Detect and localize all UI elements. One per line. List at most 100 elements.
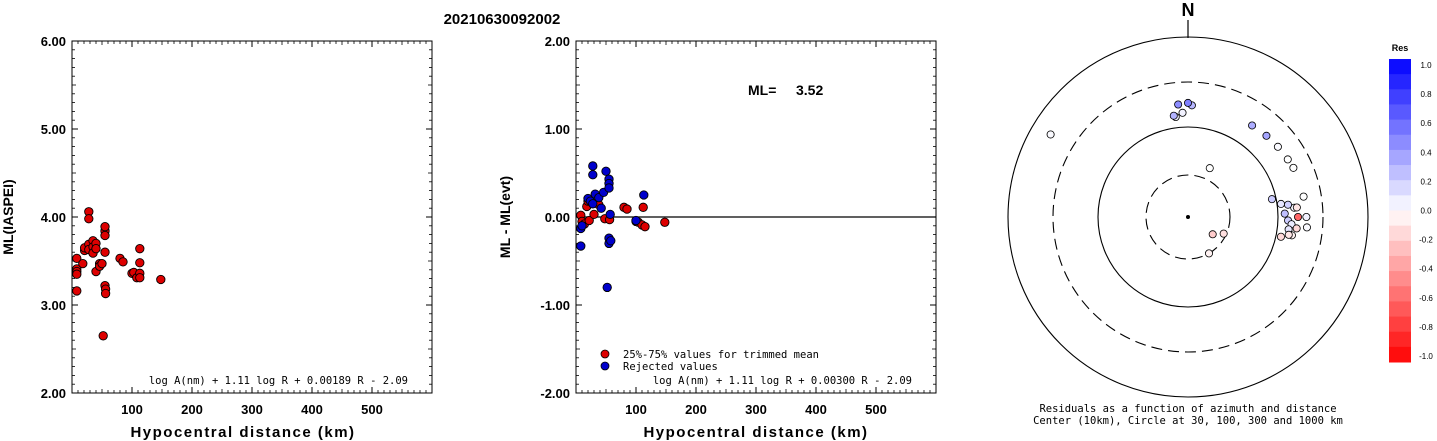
y-tick-label: 2.00 (545, 34, 570, 49)
colorbar-tick-label: -1.0 (1419, 352, 1433, 361)
colorbar-tick-label: 1.0 (1420, 61, 1432, 70)
y-tick-label: 3.00 (41, 298, 66, 313)
colorbar-swatch (1389, 255, 1411, 272)
y-tick-label: -1.00 (540, 298, 570, 313)
data-point (638, 202, 648, 212)
station-residual-point (1276, 232, 1285, 241)
station-residual-point (1262, 131, 1271, 140)
colorbar-swatch (1389, 346, 1411, 363)
station-residual-point (1273, 142, 1282, 151)
polar-caption-line-2: Center (10km), Circle at 30, 100, 300 an… (1033, 415, 1343, 427)
ml-plot-frame (71, 40, 433, 394)
y-tick-label: -2.00 (540, 386, 570, 401)
colorbar-tick-label: 0.4 (1420, 148, 1432, 157)
data-point (72, 269, 82, 279)
station-residual-point (1283, 200, 1292, 209)
x-tick-label: 400 (805, 402, 827, 417)
data-point (84, 214, 94, 224)
x-tick-label: 300 (745, 402, 767, 417)
x-tick-label: 400 (301, 402, 323, 417)
colorbar-swatch (1389, 271, 1411, 287)
colorbar-tick-label: -0.4 (1419, 265, 1433, 274)
station-residual-point (1178, 108, 1187, 117)
colorbar-swatch (1389, 165, 1411, 181)
residual-colorbar: Res 1.0 0.8 0.6 0.4 0.2 0.0 -0.2 -0.4 -0.6 -0.8 -1… (1389, 43, 1433, 363)
colorbar-swatch (1389, 316, 1411, 333)
azimuth-residual-panel: N Residuals as a function of azimuth and… (1007, 0, 1369, 427)
colorbar-tick-label: 0.0 (1420, 207, 1432, 216)
colorbar-tick-label: -0.2 (1419, 236, 1433, 245)
station-residual-point (1292, 203, 1301, 212)
colorbar-swatch (1389, 240, 1411, 257)
colorbar-swatch (1389, 149, 1411, 166)
station-residual-point (1184, 98, 1193, 107)
data-point (602, 282, 612, 293)
station-residual-point (1299, 192, 1308, 201)
distance-ring (1145, 174, 1231, 260)
station-residual-point (1169, 111, 1178, 120)
data-point (588, 170, 598, 180)
station-residual-point (1294, 212, 1303, 221)
data-point (640, 222, 650, 232)
colorbar-swatch (1389, 210, 1411, 227)
data-point (91, 244, 101, 254)
data-point (135, 258, 145, 268)
colorbar-swatch (1389, 301, 1411, 318)
colorbar-swatch (1389, 89, 1411, 105)
polar-caption-line-1: Residuals as a function of azimuth and d… (1039, 403, 1336, 415)
colorbar-swatch (1389, 180, 1411, 196)
x-tick-label: 200 (181, 402, 203, 417)
station-residual-point (1302, 223, 1311, 232)
colorbar-swatch (1389, 104, 1411, 121)
ml-x-axis-label: Hypocentral distance (km) (130, 424, 355, 441)
distance-ring (1052, 81, 1324, 353)
station-residual-point (1302, 212, 1311, 221)
colorbar-swatch (1389, 331, 1411, 348)
station-residual-point (1208, 230, 1217, 239)
epicenter-marker (1186, 215, 1190, 219)
y-tick-label: 2.00 (41, 386, 66, 401)
station-residual-point (1280, 209, 1289, 218)
station-residual-point (1174, 100, 1183, 109)
ml-y-axis-label: ML(IASPEI) (0, 179, 16, 254)
colorbar-swatch (1389, 134, 1411, 151)
data-point (100, 247, 110, 257)
data-point (588, 161, 598, 171)
data-point (135, 273, 145, 283)
station-residual-point (1046, 130, 1055, 139)
colorbar-tick-label: 0.6 (1420, 119, 1432, 128)
station-residual-point (1267, 195, 1276, 204)
station-residual-point (1276, 199, 1285, 208)
event-ml-label: ML= (748, 82, 776, 98)
data-point (72, 253, 82, 264)
colorbar-swatch (1389, 74, 1411, 90)
data-point (100, 288, 111, 299)
x-tick-label: 200 (685, 402, 707, 417)
residual-formula: log A(nm) + 1.11 log R + 0.00300 R - 2.0… (653, 375, 912, 387)
data-point (156, 274, 166, 285)
data-point (589, 209, 599, 220)
data-point (100, 222, 110, 232)
station-residual-point (1205, 164, 1214, 173)
data-point (604, 183, 614, 193)
data-point (588, 199, 598, 209)
station-residual-point (1248, 121, 1257, 130)
legend-marker-rejected (600, 361, 610, 371)
colorbar-swatch (1389, 225, 1411, 242)
x-tick-label: 100 (121, 402, 143, 417)
station-residual-point (1219, 229, 1228, 238)
data-point (596, 203, 606, 213)
station-residual-point (1205, 249, 1214, 258)
north-label: N (1182, 0, 1195, 20)
data-point (98, 331, 108, 341)
residual-legend: 25%-75% values for trimmed mean Rejected… (600, 349, 819, 373)
x-tick-label: 500 (865, 402, 887, 417)
data-point (639, 190, 649, 200)
event-id-title: 20210630092002 (444, 11, 561, 28)
data-point (97, 258, 107, 269)
data-point (660, 217, 670, 227)
legend-label-trimmed: 25%-75% values for trimmed mean (623, 349, 819, 361)
data-point (118, 257, 128, 267)
station-residual-point (1283, 155, 1292, 164)
